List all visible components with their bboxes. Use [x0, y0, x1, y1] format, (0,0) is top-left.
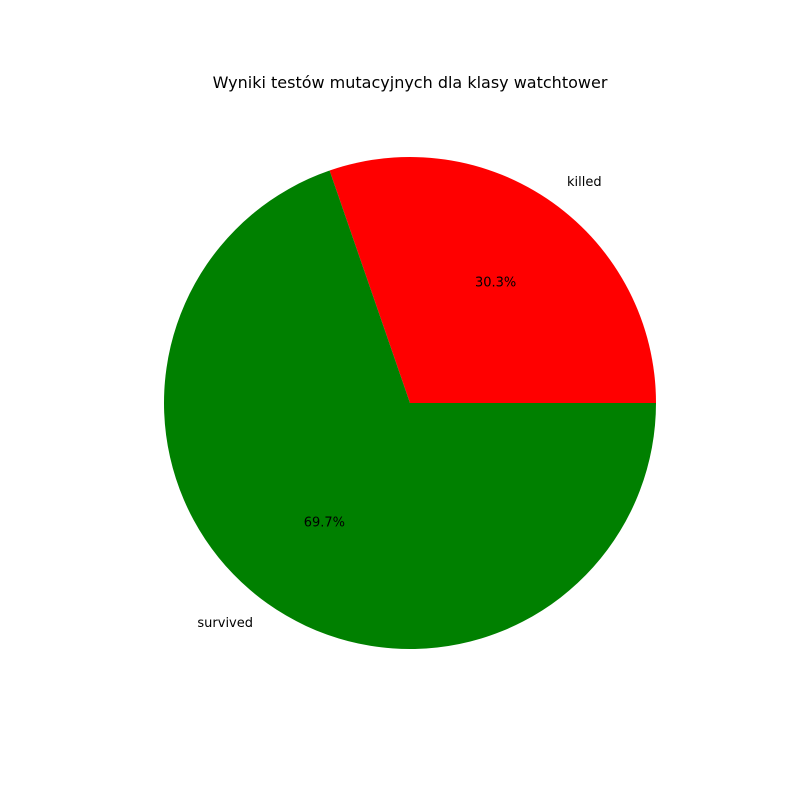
- slice-label-killed: killed: [567, 175, 602, 190]
- slice-pct-killed: 30.3%: [475, 275, 516, 290]
- chart-title: Wyniki testów mutacyjnych dla klasy watc…: [213, 73, 608, 92]
- pie-slice-survived: [163, 170, 656, 650]
- pie-slice-killed: [329, 157, 656, 403]
- pie-labels: killed 30.3% survived 69.7%: [197, 175, 601, 631]
- slice-pct-survived: 69.7%: [304, 516, 345, 531]
- pie-slices: [163, 157, 656, 650]
- slice-label-survived: survived: [197, 616, 253, 631]
